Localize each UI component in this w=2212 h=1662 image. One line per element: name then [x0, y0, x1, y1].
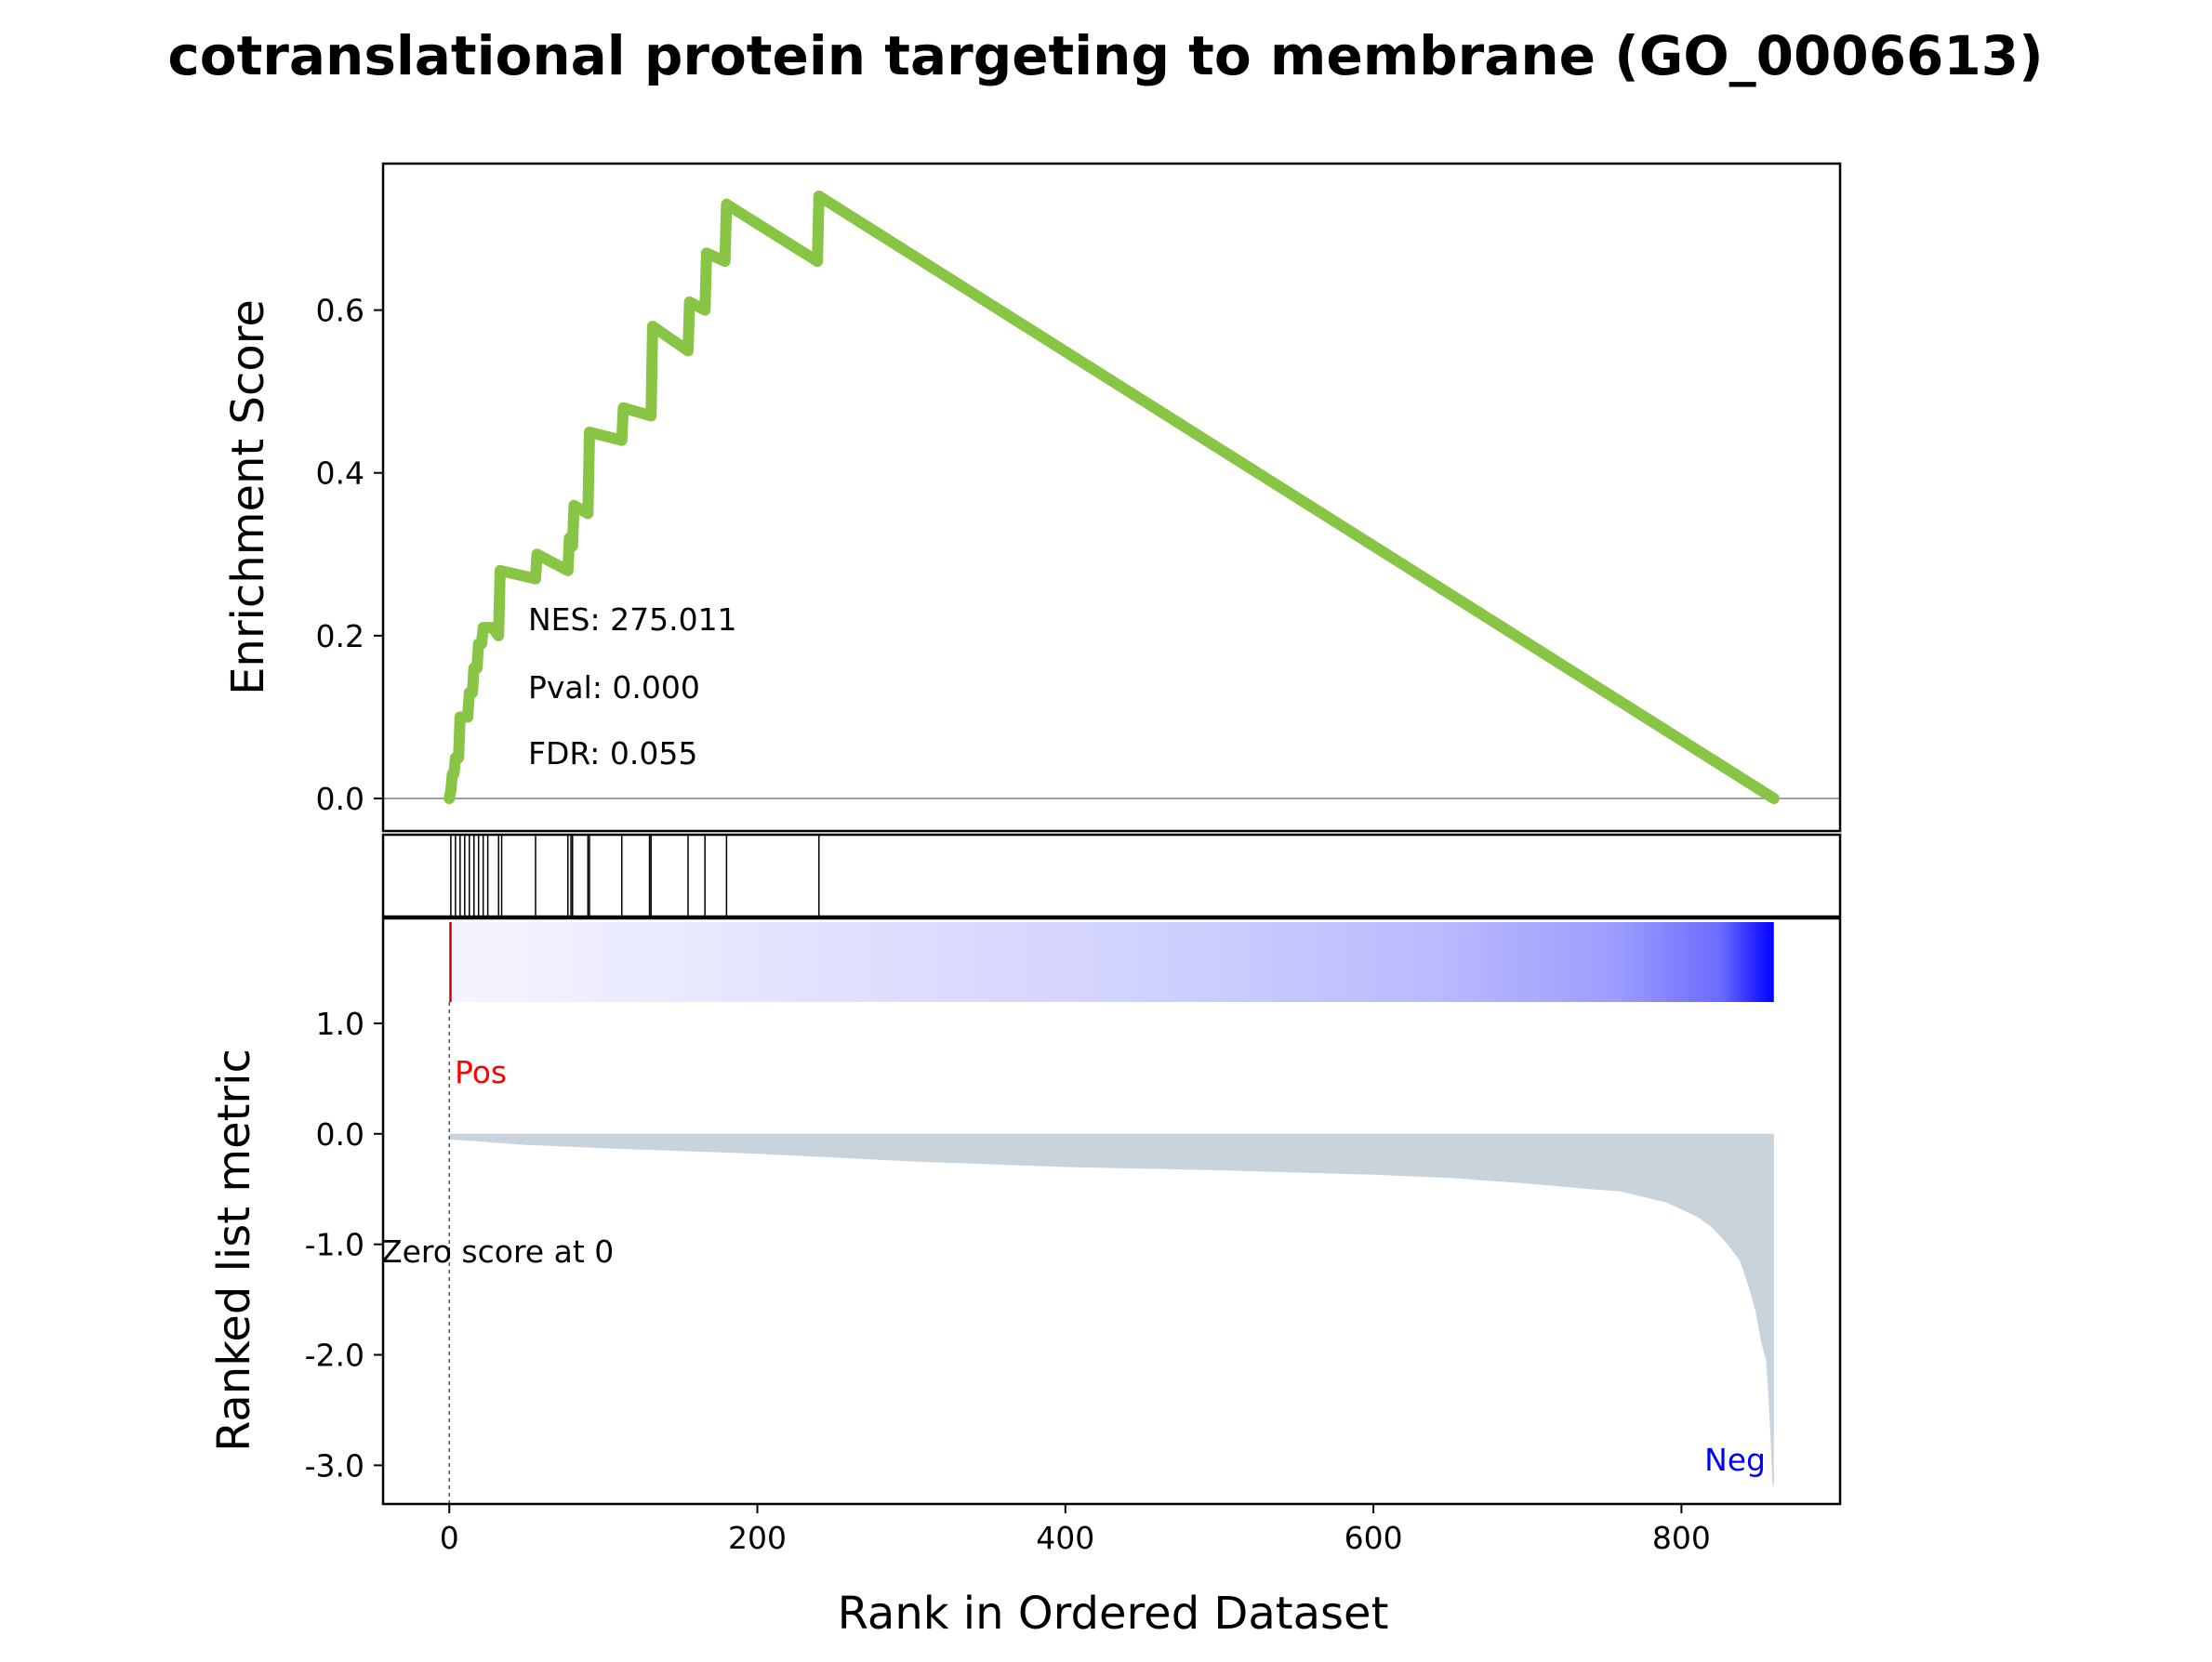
xtick-label: 400: [1036, 1520, 1094, 1556]
neg-label: Neg: [1704, 1442, 1766, 1478]
es-ytick-label: 0.0: [316, 781, 364, 817]
fdr-stat: FDR: 0.055: [528, 735, 697, 772]
rank-ytick-label: 0.0: [316, 1116, 364, 1153]
nes-stat: NES: 275.011: [528, 601, 737, 638]
xtick-label: 0: [440, 1520, 459, 1556]
zero-score-label: Zero score at 0: [381, 1233, 614, 1270]
es-ytick-label: 0.4: [316, 455, 364, 492]
xtick-label: 200: [728, 1520, 787, 1556]
y-axis-label-enrichment: Enrichment Score: [222, 299, 274, 695]
ranked-metric-panel: 1.0 0.0 -1.0 -2.0 -3.0 0 200 400 600 800: [305, 917, 1842, 1556]
es-ytick-label: 0.6: [316, 293, 364, 329]
es-ytick-label: 0.2: [316, 618, 364, 654]
ranked-metric-area: [449, 1133, 1774, 1488]
enrichment-score-panel: 0.0 0.2 0.4 0.6: [316, 162, 1842, 833]
chart-title: cotranslational protein targeting to mem…: [167, 24, 2043, 87]
enrichment-score-line: [444, 191, 1780, 804]
rank-colorbar: [449, 922, 1774, 1002]
gene-hits-panel: [381, 833, 1842, 918]
xtick-label: 600: [1344, 1520, 1403, 1556]
hits-frame: [381, 833, 1842, 918]
rank-frame: [381, 917, 1842, 1506]
rank-ytick-label: -1.0: [305, 1227, 364, 1263]
rank-ytick-label: -2.0: [305, 1338, 364, 1374]
rank-colorbar-pos-mark: [449, 922, 452, 1002]
xtick-label: 800: [1652, 1520, 1711, 1556]
pos-label: Pos: [455, 1054, 507, 1090]
rank-ytick-label: -3.0: [305, 1447, 364, 1484]
pval-stat: Pval: 0.000: [528, 669, 700, 706]
rank-ytick-label: 1.0: [316, 1006, 364, 1042]
es-frame: [381, 162, 1842, 833]
y-axis-label-ranked: Ranked list metric: [208, 1049, 260, 1452]
x-axis-label: Rank in Ordered Dataset: [838, 1588, 1389, 1640]
